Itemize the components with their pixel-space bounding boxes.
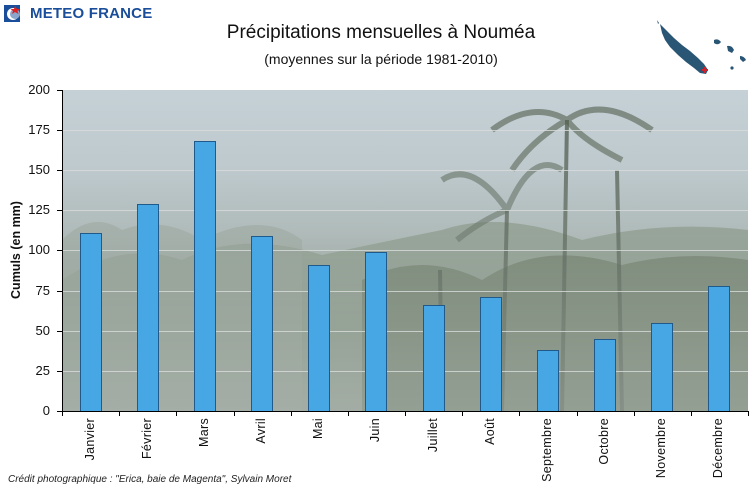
x-tick [462, 411, 464, 416]
y-tick-label: 0 [42, 403, 50, 418]
bar-11 [708, 285, 731, 411]
y-tick-label: 75 [35, 283, 50, 298]
bar-5 [365, 252, 388, 411]
bar-4 [308, 264, 331, 411]
x-tick-label: Février [139, 418, 154, 459]
y-axis-title: Cumuls (en mm) [9, 201, 23, 299]
x-tick-label: Novembre [654, 418, 669, 479]
y-tick [57, 371, 62, 372]
x-tick-label: Janvier [82, 418, 97, 461]
x-tick-label: Décembre [711, 418, 726, 479]
x-tick-label: Juillet [425, 418, 440, 453]
x-tick [290, 411, 292, 416]
x-tick-label: Octobre [597, 418, 612, 465]
bar-10 [651, 322, 674, 411]
y-tick-label: 125 [28, 202, 50, 217]
gridline-175 [62, 130, 748, 131]
y-axis [62, 90, 63, 412]
gridline-75 [62, 291, 748, 292]
plot-area [62, 90, 748, 411]
x-tick-label: Juin [368, 418, 383, 443]
y-tick [57, 130, 62, 131]
y-tick [57, 250, 62, 251]
y-tick [57, 291, 62, 292]
bar-0 [79, 232, 102, 411]
x-tick [405, 411, 406, 416]
bar-9 [594, 338, 617, 411]
x-tick-label: Mars [196, 418, 211, 447]
x-tick-label: Avril [254, 418, 269, 444]
meteo-france-logo: METEO FRANCE [4, 4, 152, 22]
y-tick [57, 210, 62, 211]
bar-6 [422, 305, 445, 411]
gridline-150 [62, 170, 748, 171]
chart-subtitle: (moyennes sur la période 1981-2010) [264, 51, 498, 67]
y-tick-label: 175 [28, 122, 50, 137]
y-tick-label: 200 [28, 82, 50, 97]
x-tick [62, 411, 63, 416]
x-tick [748, 411, 749, 416]
y-tick [57, 90, 62, 91]
gridline-50 [62, 331, 748, 332]
x-tick-label: Août [482, 418, 497, 445]
photo-credit: Crédit photographique : "Erica, baie de … [8, 474, 292, 485]
y-tick [57, 411, 62, 412]
x-tick [347, 411, 349, 416]
x-tick-label: Mai [311, 418, 326, 440]
x-tick [176, 411, 178, 416]
x-tick-label: Septembre [539, 418, 554, 482]
bar-2 [193, 141, 216, 411]
gridline-25 [62, 371, 748, 372]
bar-3 [251, 236, 274, 411]
chart-title: Précipitations mensuelles à Nouméa [226, 22, 536, 43]
meteo-france-logo-icon [4, 4, 20, 22]
x-tick [519, 411, 521, 416]
y-tick-label: 150 [28, 162, 50, 177]
new-caledonia-map-icon [657, 20, 746, 74]
y-tick-label: 100 [28, 242, 50, 257]
y-tick [57, 331, 62, 332]
bar-7 [479, 297, 502, 411]
x-tick [576, 411, 578, 416]
y-tick-label: 25 [35, 363, 50, 378]
x-tick [233, 411, 235, 416]
bar-1 [136, 203, 159, 411]
y-tick [57, 170, 62, 171]
bar-8 [536, 350, 559, 411]
x-tick [633, 411, 635, 416]
x-tick [690, 411, 692, 416]
gridline-125 [62, 210, 748, 211]
x-tick [119, 411, 121, 416]
gridline-100 [62, 250, 748, 251]
y-tick-label: 50 [35, 323, 50, 338]
brand-name: METEO FRANCE [30, 4, 153, 22]
